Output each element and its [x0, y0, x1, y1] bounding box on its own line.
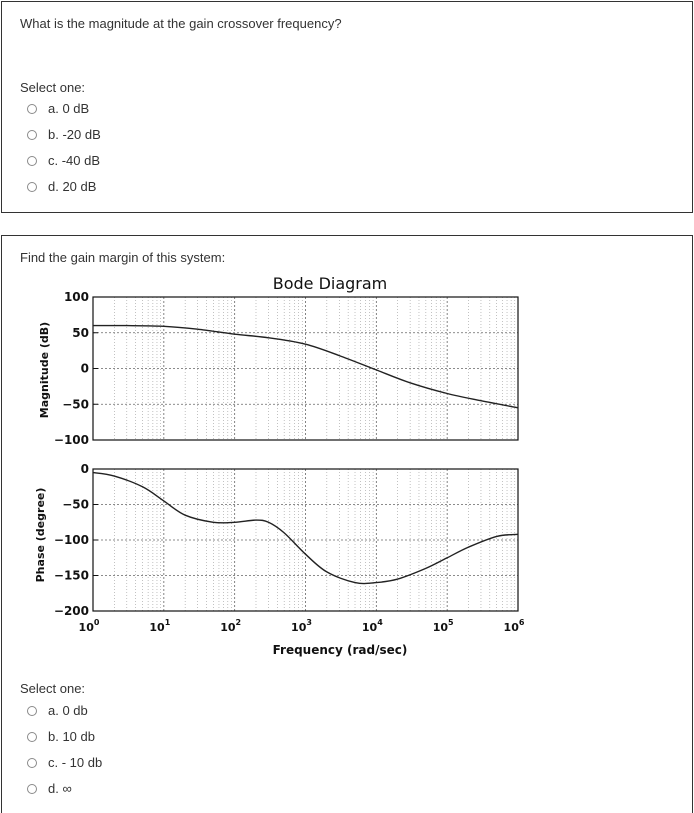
plot-frame: [92, 296, 519, 441]
radio-button[interactable]: [27, 705, 37, 716]
y-tick-label: 50: [72, 326, 89, 340]
y-tick-label: −50: [62, 397, 89, 411]
chart-title: Bode Diagram: [273, 274, 388, 293]
y-tick-label: −200: [54, 604, 89, 618]
magnitude-axis-label: Magnitude (dB): [38, 322, 51, 418]
y-tick-label: −100: [54, 433, 89, 447]
question-1-option-d[interactable]: d. 20 dB: [27, 179, 96, 194]
x-axis-label: Frequency (rad/sec): [273, 643, 408, 657]
x-tick-label: 106: [504, 618, 525, 634]
x-tick-label: 101: [149, 618, 170, 634]
x-tick-label: 104: [362, 618, 383, 634]
question-2-option-d[interactable]: d. ∞: [27, 781, 72, 796]
question-2-text: Find the gain margin of this system:: [20, 250, 226, 265]
question-1-text: What is the magnitude at the gain crosso…: [20, 16, 342, 31]
radio-button[interactable]: [27, 181, 37, 192]
x-tick-label: 103: [291, 618, 312, 634]
phase-axis-label: Phase (degree): [34, 488, 47, 583]
question-1-card: What is the magnitude at the gain crosso…: [1, 1, 693, 213]
y-tick-label: 0: [81, 362, 89, 376]
y-tick-label: 100: [64, 290, 89, 304]
y-tick-label: −100: [54, 533, 89, 547]
option-label: d. 20 dB: [48, 179, 97, 194]
plot-frame: [92, 468, 519, 612]
x-tick-label: 105: [433, 618, 454, 634]
question-1-option-c[interactable]: c. -40 dB: [27, 153, 100, 168]
radio-button[interactable]: [27, 757, 37, 768]
option-label: b. 10 db: [48, 729, 95, 744]
x-tick-label: 102: [220, 618, 241, 634]
question-2-option-c[interactable]: c. - 10 db: [27, 755, 102, 770]
question-1-option-b[interactable]: b. -20 dB: [27, 127, 101, 142]
y-tick-label: −150: [54, 569, 89, 583]
y-tick-label: 0: [81, 462, 89, 476]
radio-button[interactable]: [27, 783, 37, 794]
option-label: c. - 10 db: [48, 755, 103, 770]
option-label: b. -20 dB: [48, 127, 101, 142]
radio-button[interactable]: [27, 731, 37, 742]
question-1-select-label: Select one:: [20, 80, 86, 95]
question-1-option-a[interactable]: a. 0 dB: [27, 101, 89, 116]
option-label: d. ∞: [48, 781, 72, 796]
y-tick-label: −50: [62, 498, 89, 512]
x-tick-label: 100: [79, 618, 100, 634]
phase-series-line: [92, 471, 519, 585]
question-2-card: Find the gain margin of this system: Sel…: [1, 235, 693, 813]
option-label: c. -40 dB: [48, 153, 101, 168]
bode-diagram-chart: Bode Diagram 100 50 0 −50 −100 0 −50 −100 −150 −2…: [34, 274, 525, 657]
option-label: a. 0 db: [48, 703, 88, 718]
radio-button[interactable]: [27, 129, 37, 140]
question-2-option-a[interactable]: a. 0 db: [27, 703, 88, 718]
radio-button[interactable]: [27, 103, 37, 114]
question-2-option-b[interactable]: b. 10 db: [27, 729, 95, 744]
question-2-select-label: Select one:: [20, 681, 86, 696]
option-label: a. 0 dB: [48, 101, 90, 116]
magnitude-series-line: [92, 324, 519, 409]
radio-button[interactable]: [27, 155, 37, 166]
